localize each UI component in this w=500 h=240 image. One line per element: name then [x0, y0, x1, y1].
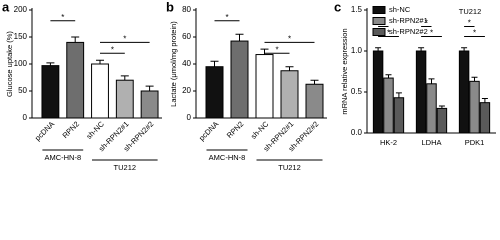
y-tick-label: 150	[14, 32, 28, 41]
legend-label: sh-NC	[389, 5, 411, 14]
bar	[458, 50, 470, 134]
y-axis-label: Lactate (μmol/mg protein)	[169, 21, 178, 107]
error-bar	[438, 105, 445, 109]
error-bar	[471, 76, 478, 82]
bar	[305, 83, 324, 119]
bar	[426, 83, 437, 134]
y-tick-label: 200	[14, 5, 28, 14]
y-tick-label: 1.0	[351, 46, 363, 55]
y-tick-label: 80	[182, 5, 191, 14]
bar	[372, 50, 384, 134]
legend-swatch	[372, 28, 386, 36]
significance-star: *	[288, 35, 291, 44]
x-tick-label: pcDNA	[197, 119, 220, 142]
error-bar	[120, 75, 129, 81]
significance-star: *	[468, 19, 471, 28]
significance-star: *	[61, 13, 64, 22]
y-axis-label: Glucose uptake (%)	[5, 31, 14, 97]
group-label: AMC-HN-8	[209, 153, 246, 162]
bar	[436, 107, 448, 134]
bar	[205, 66, 224, 119]
x-tick-label: pcDNA	[33, 119, 56, 142]
error-bar	[428, 78, 435, 84]
y-tick-label: 0	[23, 113, 28, 122]
legend-swatch	[372, 17, 386, 25]
bar	[393, 97, 405, 134]
group-label: TU212	[114, 163, 137, 172]
bar	[230, 40, 249, 119]
y-tick-label: 0	[187, 113, 192, 122]
bar	[41, 65, 60, 119]
error-bar	[71, 36, 80, 43]
bar	[280, 70, 299, 119]
significance-star: *	[111, 45, 114, 54]
significance-star: *	[387, 29, 390, 38]
bar	[140, 90, 159, 119]
y-tick-label: 100	[14, 59, 28, 68]
significance-star: *	[275, 45, 278, 54]
panel-letter: c	[334, 0, 341, 14]
x-tick-label: HK-2	[380, 138, 397, 147]
y-tick-label: 0.5	[351, 87, 363, 96]
x-tick-label: sh-NC	[84, 119, 106, 141]
error-bar	[285, 66, 294, 71]
error-bar	[395, 92, 402, 98]
bar	[91, 63, 109, 119]
bar	[479, 102, 491, 134]
y-tick-label: 40	[182, 59, 191, 68]
y-tick-label: 50	[18, 86, 27, 95]
legend-swatch	[372, 6, 386, 14]
error-bar	[235, 33, 244, 42]
significance-star: *	[123, 35, 126, 44]
bar	[66, 41, 85, 119]
error-bar	[46, 62, 55, 66]
significance-star: *	[473, 29, 476, 38]
group-label: AMC-HN-8	[44, 153, 81, 162]
panel-letter: a	[2, 0, 10, 14]
y-tick-label: 20	[182, 86, 191, 95]
error-bar	[385, 74, 392, 79]
panel-letter: b	[166, 0, 174, 14]
bar	[415, 50, 427, 134]
bar	[255, 54, 274, 119]
x-tick-label: LDHA	[421, 138, 441, 147]
significance-star: *	[430, 29, 433, 38]
significance-star: *	[225, 13, 228, 22]
error-bar	[210, 60, 219, 67]
x-tick-label: RPN2	[61, 119, 82, 140]
error-bar	[375, 47, 382, 51]
x-tick-label: PDK1	[465, 138, 485, 147]
error-bar	[310, 79, 319, 85]
y-tick-label: 0.0	[351, 128, 363, 137]
legend-label: sh-RPN2#2	[389, 27, 428, 36]
error-bar	[145, 85, 154, 91]
error-bar	[418, 47, 425, 51]
bar	[115, 79, 134, 119]
error-bar	[461, 47, 468, 51]
error-bar	[96, 59, 104, 64]
x-tick-label: RPN2	[225, 119, 246, 140]
legend-label: sh-RPN2#1	[389, 16, 428, 25]
bar	[383, 77, 394, 134]
error-bar	[260, 48, 269, 55]
group-label: TU212	[278, 163, 301, 172]
bar	[469, 80, 480, 134]
y-tick-label: 1.5	[351, 5, 363, 14]
x-tick-label: sh-NC	[249, 119, 271, 141]
chart-title: TU212	[459, 7, 482, 16]
error-bar	[481, 98, 488, 103]
y-tick-label: 60	[182, 32, 191, 41]
significance-star: *	[425, 19, 428, 28]
y-axis-label: mRNA relative expression	[340, 28, 349, 114]
